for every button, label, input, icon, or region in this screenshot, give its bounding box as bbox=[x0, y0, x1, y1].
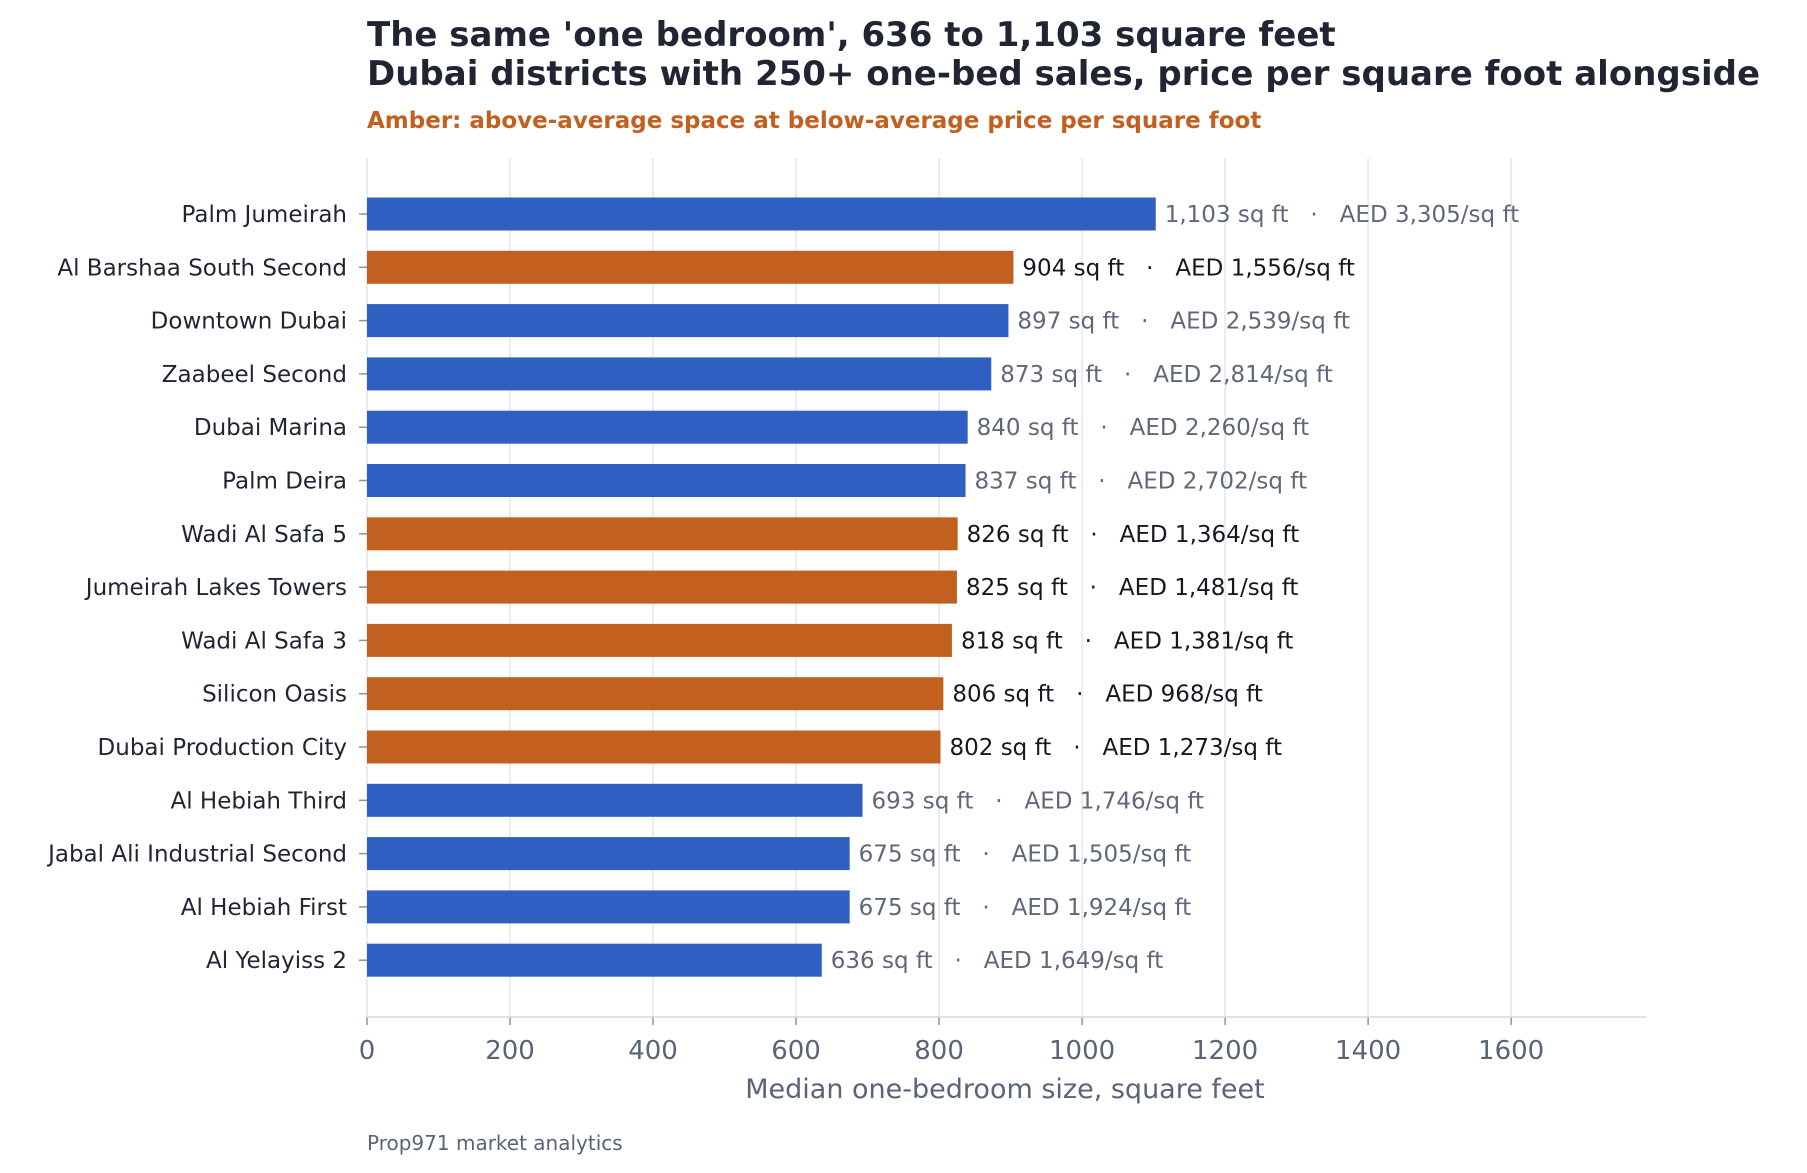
x-tick-label: 1200 bbox=[1192, 1036, 1258, 1066]
category-label: Palm Deira bbox=[222, 469, 347, 495]
category-label: Wadi Al Safa 3 bbox=[181, 628, 347, 654]
data-label: 840 sq ft · AED 2,260/sq ft bbox=[977, 415, 1309, 441]
x-tick-label: 400 bbox=[628, 1036, 678, 1066]
data-label: 1,103 sq ft · AED 3,305/sq ft bbox=[1165, 202, 1519, 228]
chart-title-line-2: Dubai districts with 250+ one-bed sales,… bbox=[367, 54, 1760, 94]
data-label: 693 sq ft · AED 1,746/sq ft bbox=[872, 788, 1204, 814]
category-label: Al Hebiah First bbox=[181, 895, 347, 921]
bar-palm-jumeirah bbox=[367, 197, 1156, 231]
data-label: 825 sq ft · AED 1,481/sq ft bbox=[966, 575, 1298, 601]
data-label: 897 sq ft · AED 2,539/sq ft bbox=[1017, 309, 1349, 335]
chart-subtitle: Amber: above-average space at below-aver… bbox=[367, 108, 1261, 134]
chart-title-line-1: The same 'one bedroom', 636 to 1,103 squ… bbox=[367, 15, 1336, 55]
category-label: Silicon Oasis bbox=[202, 682, 347, 708]
data-label: 802 sq ft · AED 1,273/sq ft bbox=[949, 735, 1281, 761]
bar-zaabeel-second bbox=[367, 357, 992, 391]
bar-jabal-ali-industrial-second bbox=[367, 837, 850, 871]
x-axis: 0 200 400 600 800 1000 1200 1400 1600 bbox=[359, 1016, 1647, 1066]
data-label: 818 sq ft · AED 1,381/sq ft bbox=[961, 628, 1293, 654]
category-label: Dubai Production City bbox=[98, 735, 347, 761]
data-label: 826 sq ft · AED 1,364/sq ft bbox=[967, 522, 1299, 548]
x-tick-label: 1000 bbox=[1049, 1036, 1115, 1066]
x-tick-label: 800 bbox=[914, 1036, 964, 1066]
category-label: Al Yelayiss 2 bbox=[206, 948, 347, 974]
data-label: 675 sq ft · AED 1,924/sq ft bbox=[859, 895, 1191, 921]
bar-wadi-al-safa-3 bbox=[367, 623, 952, 657]
x-tick-label: 200 bbox=[485, 1036, 535, 1066]
data-label: 806 sq ft · AED 968/sq ft bbox=[952, 682, 1263, 708]
x-tick-label: 1400 bbox=[1335, 1036, 1401, 1066]
bar-dubai-marina bbox=[367, 410, 968, 444]
bar-al-barshaa-south-second bbox=[367, 250, 1014, 284]
category-label: Jumeirah Lakes Towers bbox=[84, 575, 347, 601]
category-label: Zaabeel Second bbox=[162, 362, 347, 388]
bar-palm-deira bbox=[367, 464, 966, 497]
bar-silicon-oasis bbox=[367, 677, 944, 711]
category-label: Downtown Dubai bbox=[151, 309, 347, 335]
bars: Palm Jumeirah 1,103 sq ft · AED 3,305/sq … bbox=[46, 197, 1519, 977]
data-label: 636 sq ft · AED 1,649/sq ft bbox=[831, 948, 1163, 974]
data-label: 904 sq ft · AED 1,556/sq ft bbox=[1022, 255, 1354, 281]
bar-al-yelayiss-2 bbox=[367, 943, 822, 977]
bar-wadi-al-safa-5 bbox=[367, 517, 958, 551]
category-label: Palm Jumeirah bbox=[182, 202, 347, 228]
category-label: Jabal Ali Industrial Second bbox=[46, 842, 347, 868]
category-label: Al Barshaa South Second bbox=[57, 255, 347, 281]
x-tick-label: 1600 bbox=[1478, 1036, 1544, 1066]
bar-downtown-dubai bbox=[367, 304, 1009, 338]
bar-al-hebiah-first bbox=[367, 890, 850, 924]
x-tick-label: 0 bbox=[359, 1036, 376, 1066]
bar-jumeirah-lakes-towers bbox=[367, 570, 957, 604]
category-label: Dubai Marina bbox=[194, 415, 347, 441]
data-label: 873 sq ft · AED 2,814/sq ft bbox=[1000, 362, 1332, 388]
x-axis-label: Median one-bedroom size, square feet bbox=[745, 1074, 1265, 1105]
data-label: 675 sq ft · AED 1,505/sq ft bbox=[859, 842, 1191, 868]
data-label: 837 sq ft · AED 2,702/sq ft bbox=[975, 469, 1307, 495]
x-tick-label: 600 bbox=[771, 1036, 821, 1066]
bar-al-hebiah-third bbox=[367, 783, 863, 817]
bar-dubai-production-city bbox=[367, 730, 941, 764]
category-label: Wadi Al Safa 5 bbox=[181, 522, 347, 548]
source-note: Prop971 market analytics bbox=[367, 1131, 623, 1155]
category-label: Al Hebiah Third bbox=[170, 788, 347, 814]
